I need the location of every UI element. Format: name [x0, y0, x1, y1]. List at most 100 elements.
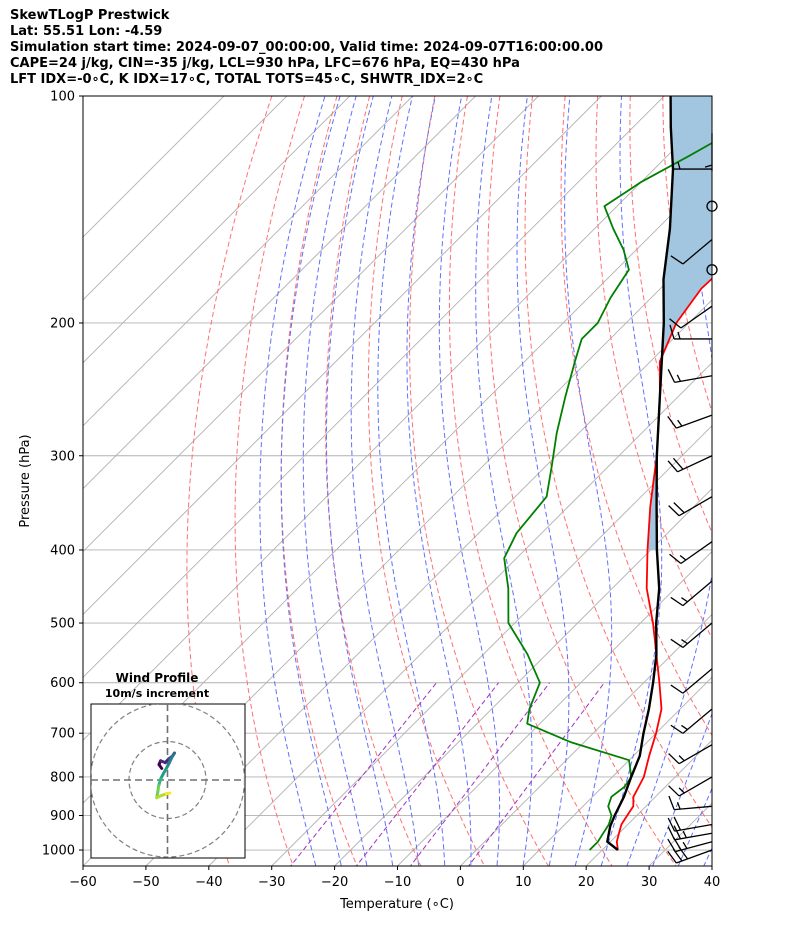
- y-tick-label: 600: [50, 676, 75, 691]
- dry-adiabat: [409, 96, 549, 866]
- x-tick-label: −50: [132, 875, 159, 890]
- barb-staff: [682, 580, 713, 607]
- isotherm-line: [83, 96, 351, 364]
- dry-adiabat: [629, 96, 712, 534]
- title-line-indices: LFT IDX=-0∘C, K IDX=17∘C, TOTAL TOTS=45∘…: [10, 72, 484, 87]
- wind-barb: [668, 744, 713, 765]
- y-tick-label: 300: [50, 449, 75, 464]
- y-tick-label: 1000: [42, 844, 75, 859]
- wind-barb: [670, 668, 713, 694]
- moist-adiabat: [475, 96, 533, 866]
- dry-adiabat: [728, 96, 794, 881]
- barb-flag-half: [678, 787, 685, 794]
- x-tick-label: −60: [69, 875, 96, 890]
- barb-staff: [680, 305, 713, 329]
- title-line-station: SkewTLogP Prestwick: [10, 8, 170, 23]
- y-tick-label: 800: [50, 770, 75, 785]
- y-tick-label: 700: [50, 727, 75, 742]
- x-tick-label: 40: [704, 875, 721, 890]
- wind-barb: [668, 776, 713, 797]
- barb-flag-full: [667, 369, 676, 383]
- barb-staff: [674, 832, 713, 841]
- x-tick-label: −30: [258, 875, 285, 890]
- barb-flag-full: [668, 505, 680, 517]
- barb-flag-full: [670, 724, 684, 734]
- dewpoint-line: [503, 141, 712, 851]
- isotherm-line: [83, 96, 665, 678]
- x-tick-label: −20: [321, 875, 348, 890]
- moist-adiabat: [326, 96, 394, 866]
- barb-flag-full: [673, 816, 682, 831]
- wind-barb: [706, 264, 718, 276]
- wind-barb: [667, 414, 713, 429]
- isotherm-line: [522, 676, 712, 866]
- barb-flag-full: [669, 553, 682, 564]
- parcel-line: [606, 96, 675, 851]
- barb-staff: [680, 541, 713, 565]
- wind-barb: [667, 455, 713, 473]
- barb-flag-full: [673, 502, 685, 514]
- cape-fill: [647, 96, 712, 550]
- y-axis-label: Pressure (hPa): [18, 434, 33, 527]
- barb-flag-full: [667, 838, 676, 852]
- barb-flag-full: [668, 785, 680, 797]
- barb-flag-half: [677, 331, 681, 340]
- title-line-times: Simulation start time: 2024-09-07_00:00:…: [10, 40, 603, 55]
- barb-flag-half: [676, 374, 682, 382]
- wind-barb: [669, 541, 713, 565]
- wind-barb: [669, 324, 712, 340]
- barb-flag-half: [682, 830, 687, 839]
- barb-flag-full: [670, 255, 684, 265]
- barb-staff: [678, 744, 713, 765]
- wind-barbs: [667, 133, 718, 864]
- hodograph-subtitle: 10m/s increment: [105, 687, 209, 700]
- dry-adiabat: [325, 96, 422, 866]
- hodograph-title: Wind Profile: [116, 671, 199, 685]
- barb-flag-half: [681, 638, 688, 645]
- moist-adiabat: [600, 96, 663, 866]
- hodograph-segment: [164, 791, 172, 796]
- cape-area: [647, 96, 712, 550]
- wind-barb: [668, 795, 713, 811]
- wind-barb: [667, 369, 713, 384]
- isotherm-line: [83, 96, 288, 301]
- barb-flag-half: [679, 554, 687, 561]
- moist-adiabat: [406, 96, 472, 866]
- isotherm-line: [208, 362, 712, 866]
- calm-wind-circle: [706, 200, 718, 212]
- x-tick-label: 30: [641, 875, 658, 890]
- barb-staff: [676, 849, 713, 864]
- dry-adiabat: [448, 96, 613, 866]
- barb-staff: [674, 375, 713, 384]
- barb-staff: [675, 841, 713, 853]
- barb-staff: [682, 708, 713, 734]
- wind-barb: [670, 239, 713, 265]
- wind-barb: [668, 496, 713, 517]
- barb-flag-half: [677, 161, 681, 170]
- moist-adiabat: [564, 96, 613, 866]
- y-tick-label: 100: [50, 90, 75, 105]
- hodograph-ring: [91, 704, 245, 858]
- moist-adiabat: [302, 96, 368, 866]
- barb-flag-full: [667, 415, 677, 429]
- isotherm-line: [83, 96, 477, 490]
- mixing-ratio-line: [355, 682, 499, 866]
- isotherm-line: [760, 61, 794, 881]
- barb-flag-full: [673, 825, 682, 840]
- wind-barb: [667, 816, 713, 832]
- wind-barb: [704, 133, 713, 172]
- isotherm-line: [333, 487, 712, 866]
- wind-barb: [706, 200, 718, 212]
- wind-barb: [669, 305, 713, 329]
- barb-flag-full: [669, 324, 675, 340]
- barb-flag-half: [677, 419, 683, 427]
- barb-flag-half: [676, 802, 681, 810]
- barb-flag-full: [670, 596, 684, 607]
- barb-flag-full: [667, 850, 677, 864]
- barb-flag-full: [672, 457, 684, 470]
- mixing-ratio-line: [289, 682, 437, 866]
- barb-flag-full: [670, 684, 684, 694]
- isotherm-line: [83, 96, 225, 238]
- barb-flag-half: [704, 164, 713, 168]
